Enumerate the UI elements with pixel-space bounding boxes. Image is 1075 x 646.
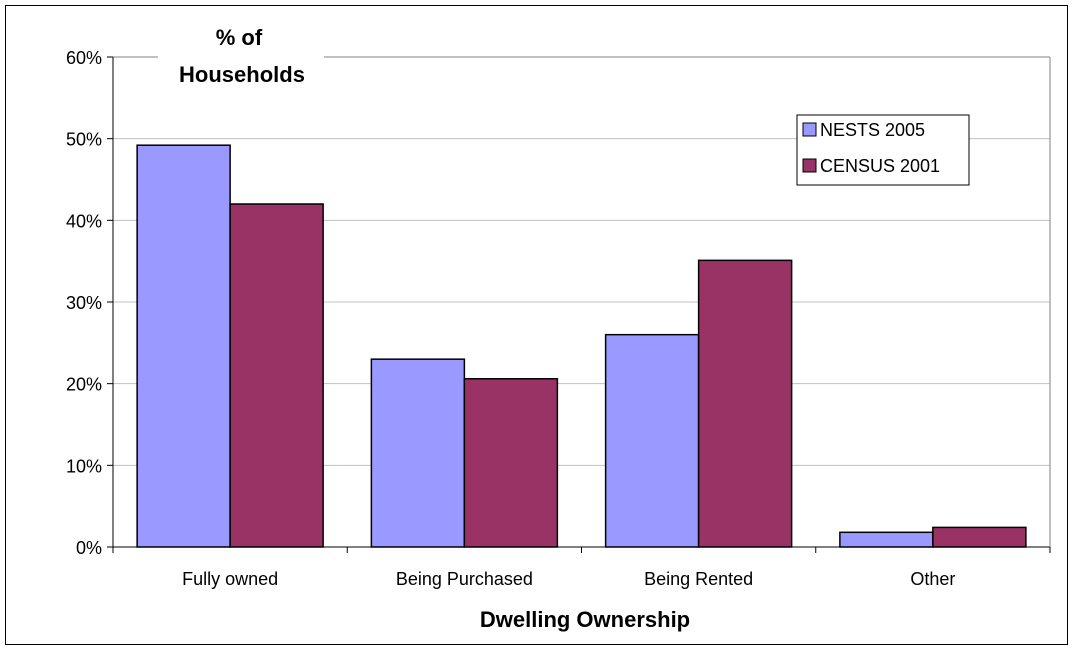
x-axis-title: Dwelling Ownership: [480, 607, 690, 632]
y-tick-label: 60%: [66, 48, 102, 68]
y-tick-label: 0%: [76, 538, 102, 558]
y-tick-labels: 0% 10% 20% 30% 40% 50% 60%: [66, 48, 102, 558]
y-axis-title-line-2: Households: [179, 62, 305, 87]
legend-label: NESTS 2005: [820, 120, 925, 140]
y-tick-label: 10%: [66, 456, 102, 476]
x-tick-label: Fully owned: [182, 569, 278, 589]
bar-nests-2005: [604, 333, 700, 548]
y-axis-title-background: [158, 22, 324, 98]
y-tick-label: 20%: [66, 375, 102, 395]
bar-census-2001: [697, 259, 793, 548]
x-tick-labels: Fully owned Being Purchased Being Rented Ot…: [182, 569, 955, 589]
bar-nests-2005: [839, 531, 934, 548]
bar-census-2001: [463, 378, 559, 548]
x-tick-label: Being Rented: [644, 569, 753, 589]
legend-box: [796, 114, 970, 186]
legend-swatch: [802, 122, 817, 137]
y-axis-title-line-1: % of: [216, 25, 263, 50]
bar-census-2001: [932, 526, 1027, 548]
bar-nests-2005: [370, 358, 466, 548]
legend-swatch: [802, 158, 817, 173]
legend: NESTS 2005 CENSUS 2001: [796, 114, 970, 186]
bar-nests-2005: [136, 144, 231, 548]
bars: [136, 144, 1027, 548]
y-tick-label: 50%: [66, 130, 102, 150]
x-tick-label: Being Purchased: [396, 569, 533, 589]
x-tick-label: Other: [910, 569, 955, 589]
y-tick-label: 40%: [66, 211, 102, 231]
legend-label: CENSUS 2001: [820, 156, 940, 176]
y-axis-title: % of Households: [179, 25, 305, 87]
y-tick-label: 30%: [66, 293, 102, 313]
bar-census-2001: [229, 203, 324, 548]
